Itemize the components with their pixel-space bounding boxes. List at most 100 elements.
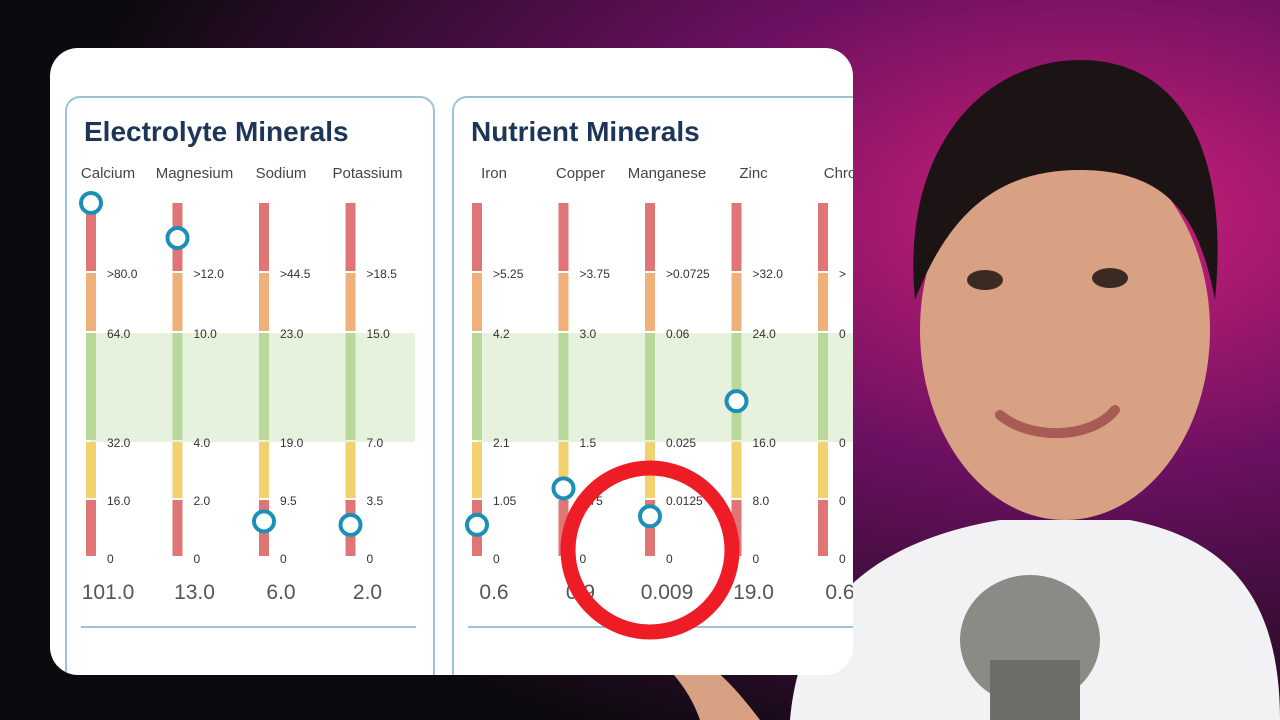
- threshold-label: 0: [194, 552, 201, 566]
- threshold-label: 4.0: [194, 436, 211, 450]
- threshold-label: 9.5: [280, 494, 297, 508]
- threshold-label: 0: [107, 552, 114, 566]
- range-segment: [818, 203, 828, 271]
- range-segment: [731, 273, 742, 331]
- range-segment: [731, 333, 742, 440]
- mineral-name: Calcium: [81, 165, 135, 182]
- range-segment: [645, 333, 655, 440]
- range-segment: [345, 442, 356, 498]
- threshold-label: >18.5: [367, 267, 398, 281]
- presenter: [660, 60, 1280, 720]
- range-segment: [645, 273, 655, 331]
- threshold-label: 0.06: [666, 327, 690, 341]
- range-segment: [731, 442, 742, 498]
- range-segment: [558, 203, 569, 271]
- threshold-label: 2.1: [493, 436, 510, 450]
- range-segment: [259, 442, 269, 498]
- result-marker: [252, 509, 276, 534]
- threshold-label: >5.25: [493, 267, 524, 281]
- panel-title: Nutrient Minerals: [471, 116, 700, 147]
- range-segment: [86, 500, 96, 556]
- threshold-label: 4.2: [493, 327, 510, 341]
- threshold-label: 3.0: [580, 327, 597, 341]
- result-marker: [724, 389, 749, 414]
- mineral-name: Iron: [481, 165, 507, 182]
- result-marker: [165, 226, 190, 250]
- threshold-label: >: [839, 267, 846, 281]
- range-segment: [345, 273, 356, 331]
- panel-frame: [452, 96, 853, 675]
- threshold-label: 16.0: [107, 494, 131, 508]
- range-segment: [472, 273, 482, 331]
- range-segment: [818, 442, 828, 498]
- panel-title: Electrolyte Minerals: [84, 116, 349, 147]
- range-segment: [731, 203, 742, 271]
- range-segment: [645, 203, 655, 271]
- threshold-label: >12.0: [194, 267, 225, 281]
- range-segment: [86, 203, 96, 271]
- result-marker: [638, 504, 662, 529]
- result-value: 19.0: [733, 581, 774, 604]
- threshold-label: >3.75: [580, 267, 611, 281]
- threshold-label: 3.5: [367, 494, 384, 508]
- mineral-name: Manganese: [628, 165, 706, 182]
- threshold-label: 2.0: [194, 494, 211, 508]
- threshold-label: 0: [367, 552, 374, 566]
- range-segment: [86, 442, 96, 498]
- range-segment: [172, 333, 183, 440]
- range-segment: [259, 333, 269, 440]
- threshold-label: 7.0: [367, 436, 384, 450]
- threshold-label: 0: [493, 552, 500, 566]
- mineral-name: Magnesium: [156, 165, 234, 182]
- result-value: 101.0: [82, 581, 135, 604]
- threshold-label: 0: [839, 552, 846, 566]
- range-segment: [558, 273, 569, 331]
- threshold-label: 0: [839, 436, 846, 450]
- threshold-label: 1.05: [493, 494, 517, 508]
- range-segment: [472, 442, 482, 498]
- threshold-label: 0.0125: [666, 494, 703, 508]
- range-segment: [259, 273, 269, 331]
- threshold-label: 0: [280, 552, 287, 566]
- range-segment: [345, 333, 356, 440]
- result-value: 0.6: [479, 581, 508, 604]
- threshold-label: 0: [753, 552, 760, 566]
- mineral-name: Copper: [556, 165, 605, 182]
- result-value: 0.009: [641, 581, 694, 604]
- result-marker: [338, 512, 363, 537]
- threshold-label: 1.5: [580, 436, 597, 450]
- result-marker: [465, 512, 489, 537]
- panel-frame: [65, 96, 435, 675]
- mineral-name: Potassium: [332, 165, 402, 182]
- range-segment: [172, 442, 183, 498]
- threshold-label: >32.0: [753, 267, 784, 281]
- threshold-label: 0: [839, 327, 846, 341]
- range-segment: [818, 500, 828, 556]
- threshold-label: 0.025: [666, 436, 696, 450]
- threshold-label: 19.0: [280, 436, 304, 450]
- mineral-name: Zinc: [739, 165, 768, 182]
- threshold-label: 23.0: [280, 327, 304, 341]
- result-marker: [79, 191, 103, 215]
- range-segment: [818, 333, 828, 440]
- highlight-circle: [560, 460, 740, 640]
- threshold-label: 10.0: [194, 327, 218, 341]
- range-segment: [472, 333, 482, 440]
- range-segment: [558, 333, 569, 440]
- threshold-label: >44.5: [280, 267, 311, 281]
- range-segment: [172, 500, 183, 556]
- range-segment: [472, 203, 482, 271]
- result-value: 6.0: [266, 581, 295, 604]
- range-segment: [818, 273, 828, 331]
- threshold-label: 24.0: [753, 327, 777, 341]
- threshold-label: 15.0: [367, 327, 391, 341]
- threshold-label: 0: [580, 552, 587, 566]
- threshold-label: >80.0: [107, 267, 138, 281]
- threshold-label: 16.0: [753, 436, 777, 450]
- normal-band: [477, 333, 853, 442]
- range-segment: [345, 203, 356, 271]
- mineral-name: Sodium: [256, 165, 307, 182]
- result-value: 2.0: [353, 581, 382, 604]
- result-value: 13.0: [174, 581, 215, 604]
